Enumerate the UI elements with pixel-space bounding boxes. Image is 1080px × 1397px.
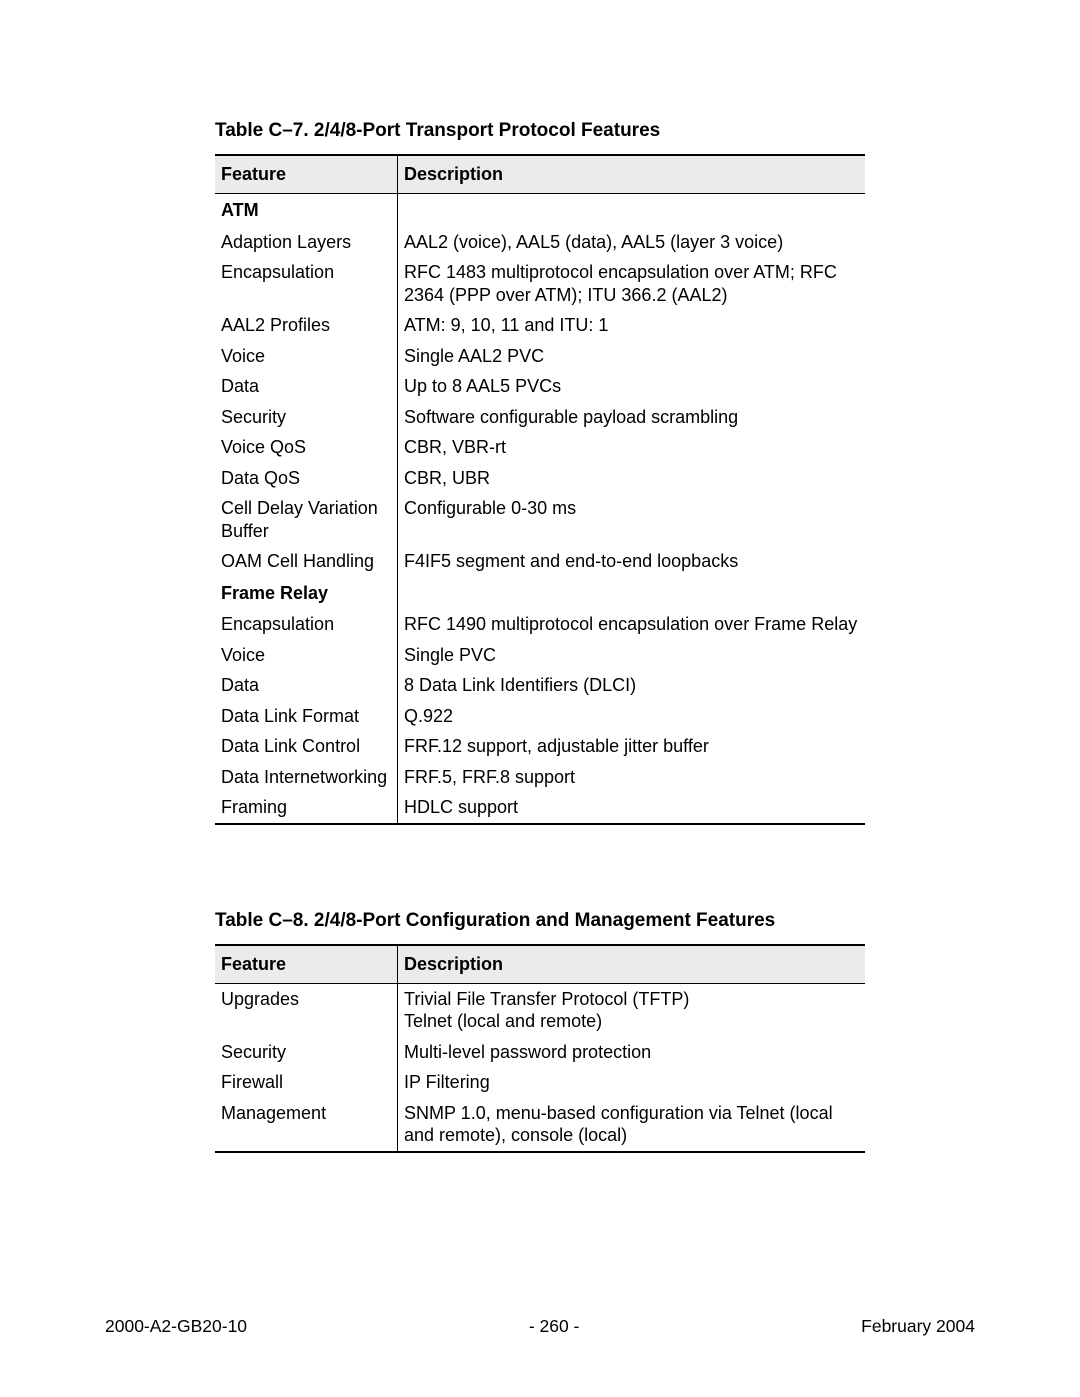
column-header-feature: Feature bbox=[215, 155, 398, 194]
feature-cell: Voice bbox=[215, 640, 398, 671]
table-row: EncapsulationRFC 1490 multiprotocol enca… bbox=[215, 609, 865, 640]
document-page: Table C–7. 2/4/8-Port Transport Protocol… bbox=[0, 0, 1080, 1397]
table-row: FirewallIP Filtering bbox=[215, 1067, 865, 1098]
description-cell: Q.922 bbox=[398, 701, 866, 732]
feature-cell: Data Link Format bbox=[215, 701, 398, 732]
table-row: VoiceSingle AAL2 PVC bbox=[215, 341, 865, 372]
table-title-c7: Table C–7. 2/4/8-Port Transport Protocol… bbox=[215, 120, 950, 142]
description-cell: HDLC support bbox=[398, 792, 866, 824]
table-row: SecuritySoftware configurable payload sc… bbox=[215, 402, 865, 433]
table-row: Adaption LayersAAL2 (voice), AAL5 (data)… bbox=[215, 227, 865, 258]
table-row: Voice QoSCBR, VBR-rt bbox=[215, 432, 865, 463]
description-cell: SNMP 1.0, menu-based configuration via T… bbox=[398, 1098, 866, 1152]
table-row: ATM bbox=[215, 194, 865, 227]
table-row: AAL2 ProfilesATM: 9, 10, 11 and ITU: 1 bbox=[215, 310, 865, 341]
description-cell: CBR, UBR bbox=[398, 463, 866, 494]
section-header-empty bbox=[398, 194, 866, 227]
description-cell: Multi-level password protection bbox=[398, 1037, 866, 1068]
table-c8-body: UpgradesTrivial File Transfer Protocol (… bbox=[215, 983, 865, 1152]
description-cell: Configurable 0-30 ms bbox=[398, 493, 866, 546]
footer-page-number: - 260 - bbox=[529, 1316, 580, 1337]
table-row: Data Link ControlFRF.12 support, adjusta… bbox=[215, 731, 865, 762]
description-cell: FRF.5, FRF.8 support bbox=[398, 762, 866, 793]
table-c7: Feature Description ATMAdaption LayersAA… bbox=[215, 154, 865, 825]
description-cell: Single PVC bbox=[398, 640, 866, 671]
feature-cell: Data Link Control bbox=[215, 731, 398, 762]
feature-cell: Firewall bbox=[215, 1067, 398, 1098]
feature-cell: Data bbox=[215, 670, 398, 701]
feature-cell: Management bbox=[215, 1098, 398, 1152]
table-row: FramingHDLC support bbox=[215, 792, 865, 824]
description-cell: F4IF5 segment and end-to-end loopbacks bbox=[398, 546, 866, 577]
feature-cell: Security bbox=[215, 402, 398, 433]
table-row: DataUp to 8 AAL5 PVCs bbox=[215, 371, 865, 402]
table-c8: Feature Description UpgradesTrivial File… bbox=[215, 944, 865, 1153]
feature-cell: Data bbox=[215, 371, 398, 402]
table-row: Data QoSCBR, UBR bbox=[215, 463, 865, 494]
feature-cell: Encapsulation bbox=[215, 257, 398, 310]
feature-cell: OAM Cell Handling bbox=[215, 546, 398, 577]
feature-cell: Data QoS bbox=[215, 463, 398, 494]
table-row: Cell Delay Variation BufferConfigurable … bbox=[215, 493, 865, 546]
table-row: EncapsulationRFC 1483 multiprotocol enca… bbox=[215, 257, 865, 310]
table-row: Data8 Data Link Identifiers (DLCI) bbox=[215, 670, 865, 701]
section-header-cell: ATM bbox=[215, 194, 398, 227]
footer-date: February 2004 bbox=[861, 1316, 975, 1337]
table-row: ManagementSNMP 1.0, menu-based configura… bbox=[215, 1098, 865, 1152]
description-cell: ATM: 9, 10, 11 and ITU: 1 bbox=[398, 310, 866, 341]
feature-cell: Data Internetworking bbox=[215, 762, 398, 793]
table-header-row: Feature Description bbox=[215, 155, 865, 194]
column-header-feature: Feature bbox=[215, 945, 398, 984]
section-header-empty bbox=[398, 577, 866, 610]
section-spacer bbox=[215, 825, 950, 910]
description-cell: RFC 1483 multiprotocol encapsulation ove… bbox=[398, 257, 866, 310]
page-footer: 2000-A2-GB20-10 - 260 - February 2004 bbox=[105, 1316, 975, 1337]
description-cell: CBR, VBR-rt bbox=[398, 432, 866, 463]
column-header-description: Description bbox=[398, 945, 866, 984]
description-cell: IP Filtering bbox=[398, 1067, 866, 1098]
feature-cell: Encapsulation bbox=[215, 609, 398, 640]
feature-cell: Security bbox=[215, 1037, 398, 1068]
table-c7-body: ATMAdaption LayersAAL2 (voice), AAL5 (da… bbox=[215, 194, 865, 824]
description-cell: Trivial File Transfer Protocol (TFTP)Tel… bbox=[398, 983, 866, 1037]
footer-doc-id: 2000-A2-GB20-10 bbox=[105, 1316, 247, 1337]
description-cell: AAL2 (voice), AAL5 (data), AAL5 (layer 3… bbox=[398, 227, 866, 258]
feature-cell: Adaption Layers bbox=[215, 227, 398, 258]
description-cell: Up to 8 AAL5 PVCs bbox=[398, 371, 866, 402]
feature-cell: Upgrades bbox=[215, 983, 398, 1037]
column-header-description: Description bbox=[398, 155, 866, 194]
table-row: VoiceSingle PVC bbox=[215, 640, 865, 671]
feature-cell: Framing bbox=[215, 792, 398, 824]
table-row: SecurityMulti-level password protection bbox=[215, 1037, 865, 1068]
description-cell: Single AAL2 PVC bbox=[398, 341, 866, 372]
table-row: Frame Relay bbox=[215, 577, 865, 610]
table-header-row: Feature Description bbox=[215, 945, 865, 984]
description-cell: RFC 1490 multiprotocol encapsulation ove… bbox=[398, 609, 866, 640]
table-row: OAM Cell HandlingF4IF5 segment and end-t… bbox=[215, 546, 865, 577]
feature-cell: AAL2 Profiles bbox=[215, 310, 398, 341]
description-cell: 8 Data Link Identifiers (DLCI) bbox=[398, 670, 866, 701]
table-row: Data InternetworkingFRF.5, FRF.8 support bbox=[215, 762, 865, 793]
table-row: UpgradesTrivial File Transfer Protocol (… bbox=[215, 983, 865, 1037]
description-cell: Software configurable payload scrambling bbox=[398, 402, 866, 433]
feature-cell: Voice QoS bbox=[215, 432, 398, 463]
table-title-c8: Table C–8. 2/4/8-Port Configuration and … bbox=[215, 910, 950, 932]
feature-cell: Voice bbox=[215, 341, 398, 372]
table-row: Data Link FormatQ.922 bbox=[215, 701, 865, 732]
description-cell: FRF.12 support, adjustable jitter buffer bbox=[398, 731, 866, 762]
feature-cell: Cell Delay Variation Buffer bbox=[215, 493, 398, 546]
section-header-cell: Frame Relay bbox=[215, 577, 398, 610]
